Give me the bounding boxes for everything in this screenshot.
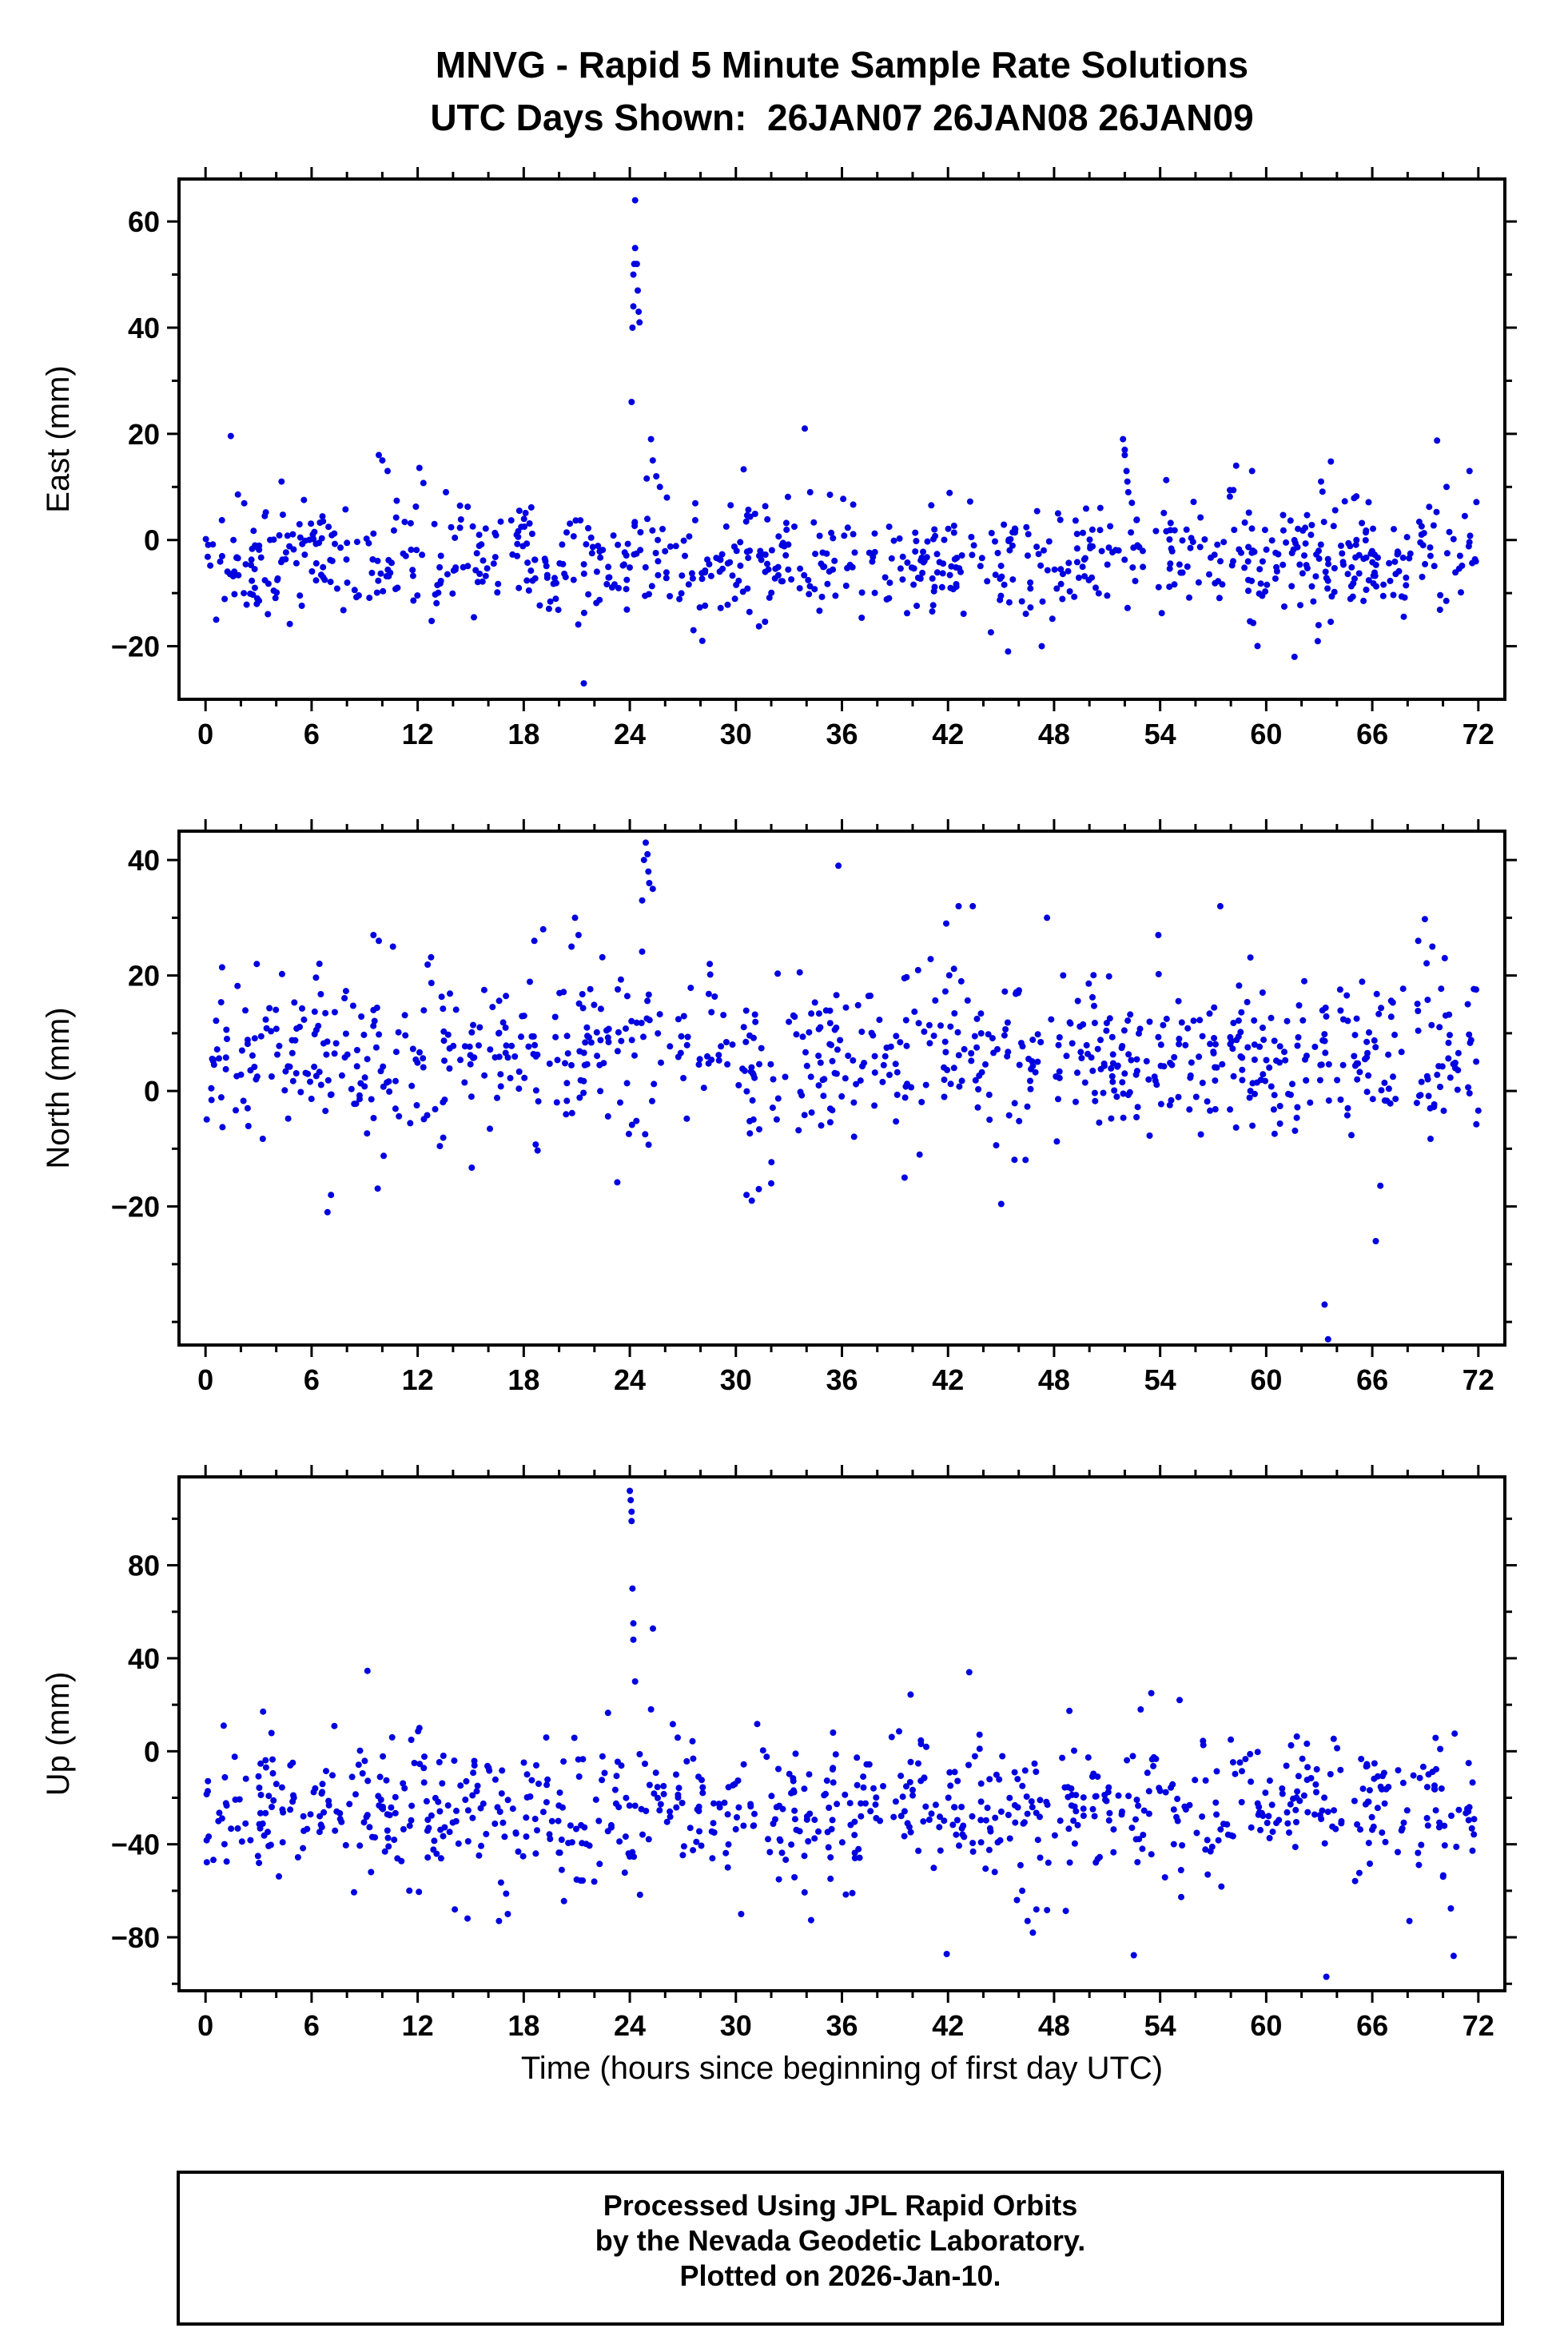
- svg-text:0: 0: [144, 1075, 160, 1108]
- svg-text:60: 60: [1250, 1363, 1282, 1396]
- svg-text:60: 60: [1250, 2009, 1282, 2042]
- svg-text:20: 20: [128, 418, 160, 451]
- north-scatter-panel: 0 6 12 18 24 30 36 42 48 54 60 66 72 −20 0 20 40 North (m…: [41, 819, 1517, 1396]
- svg-text:60: 60: [128, 205, 160, 238]
- east-scatter-panel: 0 6 12 18 24 30 36 42 48 54 60 66 72 −20 0 20 40 60 East (…: [41, 167, 1517, 750]
- svg-text:6: 6: [304, 2009, 320, 2042]
- svg-text:−80: −80: [111, 1921, 160, 1954]
- svg-text:24: 24: [614, 718, 646, 750]
- svg-text:72: 72: [1463, 1363, 1494, 1396]
- svg-text:−40: −40: [111, 1829, 160, 1861]
- svg-text:42: 42: [932, 2009, 964, 2042]
- svg-text:18: 18: [507, 2009, 539, 2042]
- figure-subtitle: UTC Days Shown: 26JAN07 26JAN08 26JAN09: [430, 97, 1254, 138]
- svg-text:30: 30: [720, 1363, 752, 1396]
- svg-text:48: 48: [1038, 1363, 1070, 1396]
- svg-text:30: 30: [720, 718, 752, 750]
- svg-text:40: 40: [128, 844, 160, 877]
- svg-text:East (mm): East (mm): [41, 365, 76, 512]
- svg-text:72: 72: [1463, 2009, 1494, 2042]
- svg-text:42: 42: [932, 718, 964, 750]
- svg-text:66: 66: [1356, 2009, 1388, 2042]
- svg-text:0: 0: [197, 718, 213, 750]
- svg-text:40: 40: [128, 1642, 160, 1675]
- svg-text:60: 60: [1250, 718, 1282, 750]
- svg-text:80: 80: [128, 1550, 160, 1582]
- footer-box: Processed Using JPL Rapid Orbits by the …: [177, 2171, 1504, 2326]
- x-axis-label: Time (hours since beginning of first day…: [520, 2051, 1164, 2086]
- svg-text:6: 6: [304, 718, 320, 750]
- svg-text:54: 54: [1144, 2009, 1176, 2042]
- svg-text:20: 20: [128, 960, 160, 993]
- figure-header: MNVG - Rapid 5 Minute Sample Rate Soluti…: [179, 38, 1505, 144]
- svg-text:18: 18: [507, 1363, 539, 1396]
- svg-text:54: 54: [1144, 1363, 1176, 1396]
- footer-line1: Processed Using JPL Rapid Orbits: [603, 2189, 1078, 2222]
- svg-text:36: 36: [826, 2009, 858, 2042]
- footer-line2: by the Nevada Geodetic Laboratory.: [595, 2224, 1086, 2257]
- svg-text:6: 6: [304, 1363, 320, 1396]
- svg-text:42: 42: [932, 1363, 964, 1396]
- svg-text:0: 0: [144, 524, 160, 557]
- svg-text:24: 24: [614, 1363, 646, 1396]
- svg-text:48: 48: [1038, 718, 1070, 750]
- svg-text:12: 12: [402, 1363, 434, 1396]
- svg-text:0: 0: [197, 2009, 213, 2042]
- up-scatter-panel: 0 6 12 18 24 30 36 42 48 54 60 66 72 −80 −40 0 40 80 Up (m…: [41, 1465, 1517, 2042]
- footer-line3: Plotted on 2026-Jan-10.: [679, 2259, 1001, 2292]
- svg-text:North (mm): North (mm): [41, 1007, 76, 1168]
- svg-text:66: 66: [1356, 718, 1388, 750]
- svg-text:36: 36: [826, 718, 858, 750]
- svg-text:24: 24: [614, 2009, 646, 2042]
- svg-text:0: 0: [144, 1735, 160, 1768]
- svg-text:72: 72: [1463, 718, 1494, 750]
- svg-text:36: 36: [826, 1363, 858, 1396]
- svg-text:−20: −20: [111, 1191, 160, 1224]
- svg-text:66: 66: [1356, 1363, 1388, 1396]
- svg-text:40: 40: [128, 312, 160, 344]
- svg-text:30: 30: [720, 2009, 752, 2042]
- svg-text:48: 48: [1038, 2009, 1070, 2042]
- svg-text:Up (mm): Up (mm): [41, 1672, 76, 1797]
- svg-text:54: 54: [1144, 718, 1176, 750]
- svg-text:12: 12: [402, 718, 434, 750]
- svg-text:−20: −20: [111, 631, 160, 663]
- svg-text:12: 12: [402, 2009, 434, 2042]
- svg-text:18: 18: [507, 718, 539, 750]
- svg-text:0: 0: [197, 1363, 213, 1396]
- figure-title: MNVG - Rapid 5 Minute Sample Rate Soluti…: [435, 44, 1249, 86]
